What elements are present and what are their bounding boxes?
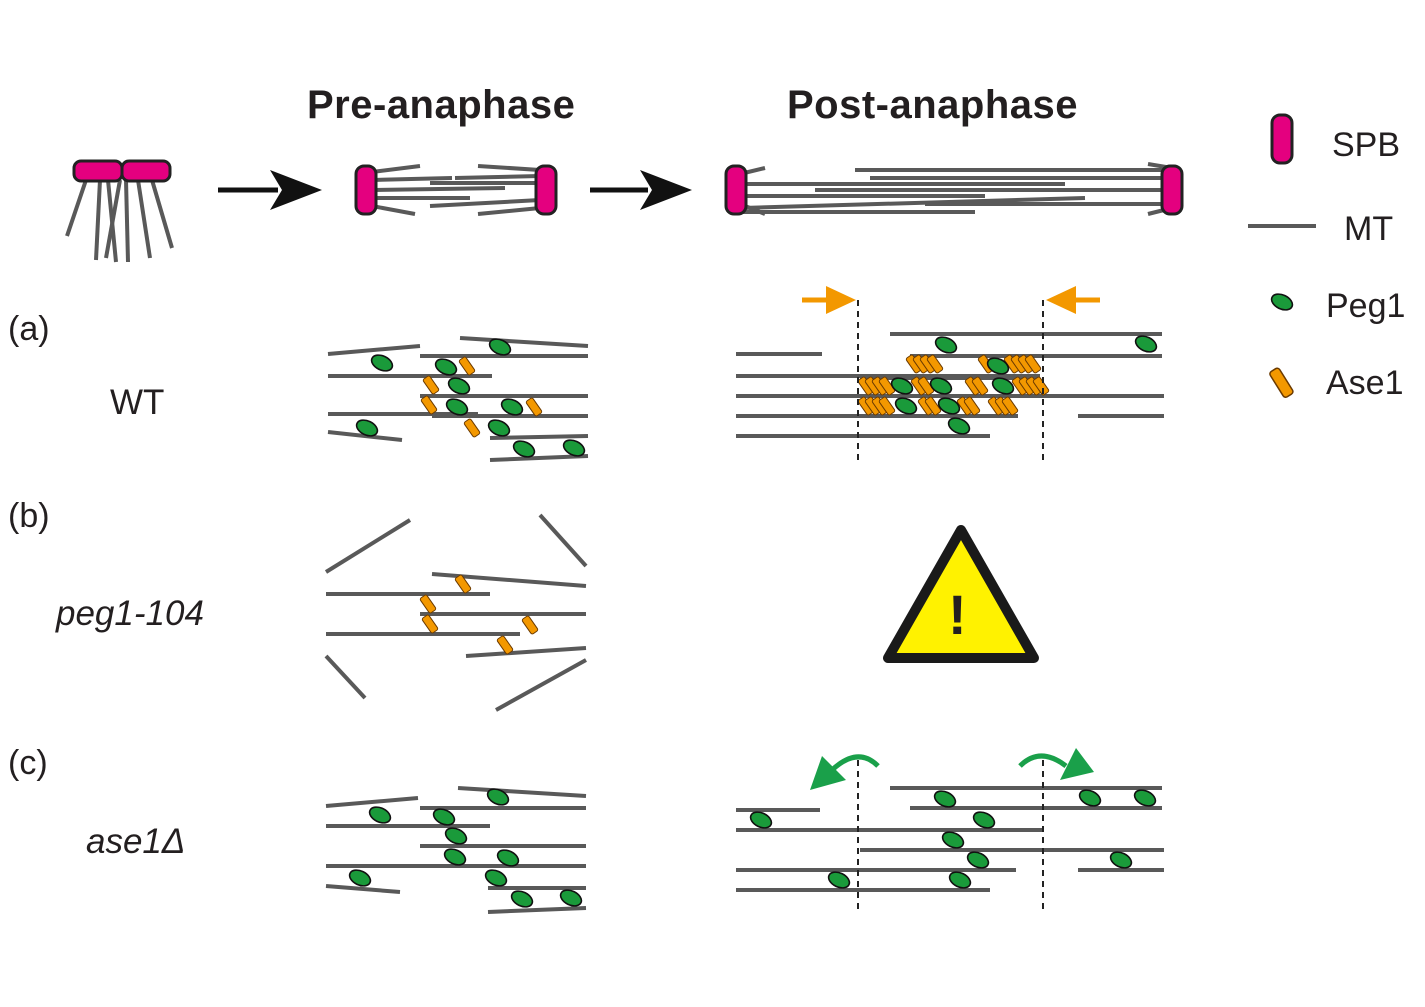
row-c-genotype: ase1Δ [86,822,186,861]
ase1-icon [1269,367,1294,398]
spb-icon [1270,113,1294,165]
ase1-post-zone-boundaries [857,760,1044,912]
legend-peg1-label: Peg1 [1326,287,1406,325]
row-a-genotype: WT [110,383,165,422]
peg1-icon [1270,293,1294,311]
warning-icon [883,525,1039,663]
legend-spb-label: SPB [1332,126,1401,164]
spb-icon [724,164,748,216]
wt-pre-anaphase-mts [327,336,589,462]
initial-spindle-icon [65,179,174,263]
post-anaphase-spindle [739,162,1173,216]
wt-post-anaphase-mts [736,332,1164,438]
spb-right-icon [120,159,172,183]
orange-arrow-left-icon [1046,286,1100,314]
peg1-104-pre-anaphase-mts [324,513,588,712]
ase1-post-anaphase-mts [736,786,1164,892]
row-b-tag: (b) [8,497,50,535]
spb-icon [1160,164,1184,216]
spb-left-icon [72,159,124,183]
row-a-tag: (a) [8,310,50,348]
legend-ase1-label: Ase1 [1326,364,1404,402]
green-curved-arrow-left-icon [810,754,880,790]
green-curved-arrow-right-icon [1018,748,1094,780]
warning-symbol: ! [948,583,967,646]
wt-post-zone-boundaries [857,300,1044,460]
row-b-genotype: peg1-104 [56,594,204,633]
arrow-right-icon [218,170,322,210]
legend-mt-label: MT [1344,210,1394,248]
pre-anaphase-header: Pre-anaphase [307,83,576,127]
pre-anaphase-spindle [371,164,541,216]
spb-icon [354,164,378,216]
arrow-right-icon [590,170,692,210]
ase1-post-peg1-group [747,786,1159,892]
spb-icon [534,164,558,216]
row-c-tag: (c) [8,744,48,782]
post-anaphase-header: Post-anaphase [787,83,1079,127]
orange-arrow-right-icon [802,286,856,314]
